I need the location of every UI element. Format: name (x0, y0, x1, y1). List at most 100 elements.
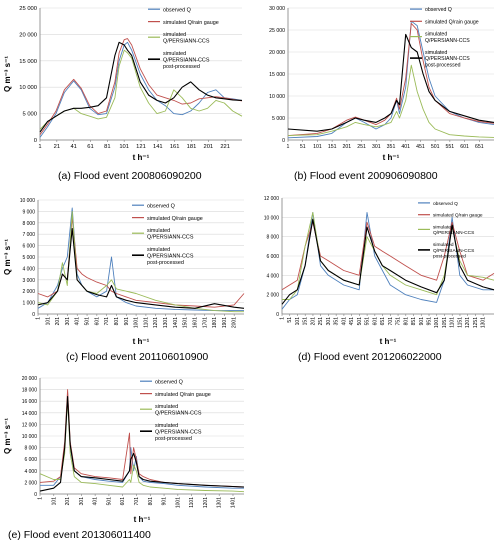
x-tick-label: 1201 (203, 497, 209, 508)
x-tick-label: 1151 (457, 317, 463, 328)
x-tick-label: 151 (328, 144, 337, 150)
legend-label-1: observed Q (147, 203, 175, 209)
y-tick-label: 15 000 (269, 72, 285, 78)
y-tick-label: 0 (32, 312, 35, 318)
legend-label-2: simulated Q/rain gauge (147, 216, 203, 222)
y-tick-label: 0 (282, 138, 285, 144)
x-tick-label: 751 (396, 317, 402, 326)
y-tick-label: 0 (276, 312, 279, 318)
x-tick-label: 451 (416, 144, 425, 150)
x-tick-label: 901 (124, 317, 130, 326)
series-line-4 (287, 33, 495, 132)
x-tick-label: 551 (365, 317, 371, 326)
legend-label-4: simulated Q/PERSIANN-CCS post-processed (163, 51, 210, 70)
x-tick-label: 251 (318, 317, 324, 326)
y-tick-label: 0 (34, 138, 37, 144)
x-tick-label: 1 (287, 144, 290, 150)
x-tick-label: 101 (45, 317, 51, 326)
caption-d: (d) Flood event 201206022000 (298, 351, 442, 363)
x-tick-label: 851 (411, 317, 417, 326)
x-tick-label: 701 (104, 317, 110, 326)
x-tick-label: 201 (203, 144, 213, 150)
x-tick-label: 401 (401, 144, 410, 150)
legend-label-3: simulated Q/PERSIANN-CCS (147, 228, 194, 240)
x-tick-label: 161 (170, 144, 180, 150)
x-tick-label: 801 (403, 317, 409, 326)
series-line-4 (281, 218, 495, 305)
y-tick-label: 20 000 (22, 376, 38, 382)
series-line-1 (39, 41, 243, 138)
y-tick-label: 6 000 (24, 457, 37, 463)
y-tick-label: 10 000 (20, 198, 36, 204)
y-tick-label: 1 000 (22, 301, 35, 307)
x-tick-label: 81 (104, 144, 110, 150)
x-tick-label: 1401 (173, 317, 179, 328)
y-tick-label: 16 000 (22, 399, 38, 405)
series-line-4 (39, 41, 243, 133)
x-tick-label: 21 (54, 144, 60, 150)
x-tick-label: 151 (303, 317, 309, 326)
x-tick-label: 181 (187, 144, 197, 150)
series-line-3 (39, 49, 243, 130)
x-tick-label: 101 (119, 144, 129, 150)
x-tick-label: 601 (372, 317, 378, 326)
y-tick-label: 10 000 (22, 434, 38, 440)
legend-label-1: observed Q (155, 379, 183, 385)
series-line-2 (281, 221, 495, 291)
y-tick-label: 0 (34, 492, 37, 498)
series-line-3 (287, 64, 495, 138)
x-tick-label: 201 (343, 144, 352, 150)
caption-c: (c) Flood event 201106010900 (66, 351, 209, 363)
x-tick-label: 951 (427, 317, 433, 326)
x-tick-label: 801 (148, 497, 154, 506)
x-tick-label: 601 (460, 144, 469, 150)
caption-e: (e) Flood event 201306011400 (8, 529, 151, 541)
y-tick-label: 2 000 (24, 480, 37, 486)
series-line-2 (39, 38, 243, 135)
chart-panel-e: 0 2 000 4 000 6 000 8 000 10 000 12 000 14 000 1… (0, 370, 250, 548)
x-tick-label: 1301 (217, 497, 223, 508)
caption-a: (a) Flood event 200806090200 (58, 170, 202, 182)
x-axis-title: t h⁻¹ (380, 337, 397, 346)
x-tick-label: 401 (341, 317, 347, 326)
legend-label-1: observed Q (163, 7, 191, 13)
chart-panel-c: 0 1 000 2 000 3 000 4 000 5 000 6 000 7 000 8 00… (0, 188, 250, 370)
x-tick-label: 301 (65, 317, 71, 326)
x-tick-label: 101 (295, 317, 301, 326)
x-tick-label: 651 (380, 317, 386, 326)
x-tick-label: 1051 (442, 317, 448, 328)
x-tick-label: 2001 (232, 317, 238, 328)
x-tick-label: 501 (85, 317, 91, 326)
x-tick-label: 601 (94, 317, 100, 326)
y-tick-label: 6 000 (22, 244, 35, 250)
legend-label-4: simulated Q/PERSIANN-CCS post-processed (155, 423, 202, 442)
x-tick-label: 1901 (222, 317, 228, 328)
y-tick-label: 25 000 (19, 6, 37, 12)
x-tick-label: 1 (38, 144, 41, 150)
y-tick-label: 2 000 (266, 293, 279, 299)
x-tick-label: 301 (372, 144, 381, 150)
x-tick-label: 201 (55, 317, 61, 326)
x-tick-label: 401 (75, 317, 81, 326)
caption-b: (b) Flood event 200906090800 (294, 170, 438, 182)
x-tick-label: 1601 (192, 317, 198, 328)
x-tick-label: 201 (65, 497, 71, 506)
x-tick-label: 1501 (183, 317, 189, 328)
x-tick-label: 201 (310, 317, 316, 326)
legend-label-2: simulated Q/rain gauge (425, 19, 479, 25)
y-tick-label: 3 000 (22, 278, 35, 284)
y-tick-label: 20 000 (19, 32, 37, 38)
x-axis-title: t h⁻¹ (134, 515, 151, 524)
chart-e-svg: 0 2 000 4 000 6 000 8 000 10 000 12 000 14 000 1… (3, 376, 245, 524)
y-tick-label: 10 000 (264, 215, 280, 221)
y-tick-label: 12 000 (264, 196, 280, 202)
x-tick-label: 451 (349, 317, 355, 326)
legend-label-4: simulated Q/PERSIANN-CCS post-processed (147, 247, 194, 266)
series-line-2 (39, 389, 245, 488)
series-line-4 (37, 227, 245, 309)
y-tick-label: 14 000 (22, 411, 38, 417)
y-tick-label: 5 000 (22, 255, 35, 261)
y-tick-label: 15 000 (19, 59, 37, 65)
